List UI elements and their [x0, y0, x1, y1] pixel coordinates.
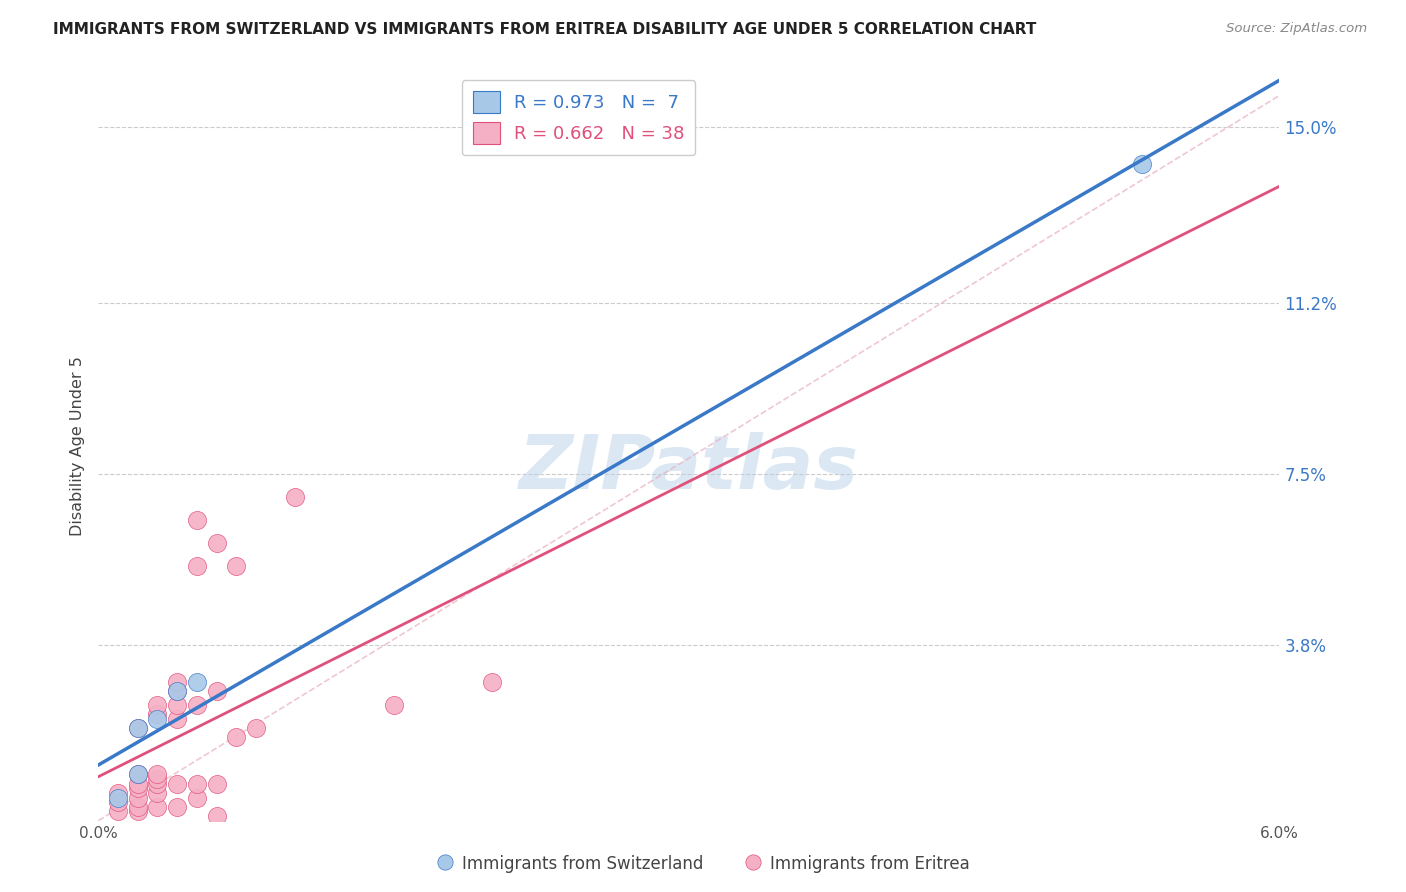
Point	[127, 767, 149, 781]
Legend: Immigrants from Switzerland, Immigrants from Eritrea: Immigrants from Switzerland, Immigrants …	[430, 848, 976, 880]
Point	[107, 795, 129, 809]
Point	[186, 777, 208, 791]
Point	[146, 777, 169, 791]
Point	[107, 805, 129, 819]
Point	[127, 790, 149, 805]
Point	[186, 698, 208, 712]
Point	[205, 777, 228, 791]
Point	[107, 786, 129, 800]
Point	[166, 799, 188, 814]
Point	[382, 698, 405, 712]
Point	[146, 786, 169, 800]
Point	[127, 805, 149, 819]
Point	[186, 559, 208, 574]
Point	[166, 674, 188, 689]
Point	[127, 721, 149, 735]
Point	[225, 559, 247, 574]
Point	[146, 712, 169, 726]
Point	[166, 712, 188, 726]
Point	[284, 490, 307, 504]
Point	[205, 809, 228, 823]
Point	[186, 790, 208, 805]
Point	[146, 767, 169, 781]
Point	[127, 799, 149, 814]
Point	[205, 536, 228, 550]
Point	[146, 707, 169, 722]
Text: Source: ZipAtlas.com: Source: ZipAtlas.com	[1226, 22, 1367, 36]
Point	[146, 698, 169, 712]
Point	[166, 777, 188, 791]
Point	[127, 777, 149, 791]
Point	[205, 684, 228, 698]
Point	[166, 684, 188, 698]
Point	[245, 721, 267, 735]
Point	[107, 790, 129, 805]
Point	[186, 674, 208, 689]
Point	[481, 674, 503, 689]
Y-axis label: Disability Age Under 5: Disability Age Under 5	[69, 356, 84, 536]
Point	[186, 513, 208, 527]
Point	[127, 721, 149, 735]
Point	[225, 731, 247, 745]
Point	[127, 767, 149, 781]
Point	[127, 781, 149, 796]
Legend: R = 0.973   N =  7, R = 0.662   N = 38: R = 0.973 N = 7, R = 0.662 N = 38	[461, 80, 696, 155]
Point	[146, 772, 169, 786]
Point	[1130, 157, 1153, 171]
Text: ZIPatlas: ZIPatlas	[519, 432, 859, 505]
Point	[166, 684, 188, 698]
Point	[166, 698, 188, 712]
Point	[146, 799, 169, 814]
Text: IMMIGRANTS FROM SWITZERLAND VS IMMIGRANTS FROM ERITREA DISABILITY AGE UNDER 5 CO: IMMIGRANTS FROM SWITZERLAND VS IMMIGRANT…	[53, 22, 1036, 37]
